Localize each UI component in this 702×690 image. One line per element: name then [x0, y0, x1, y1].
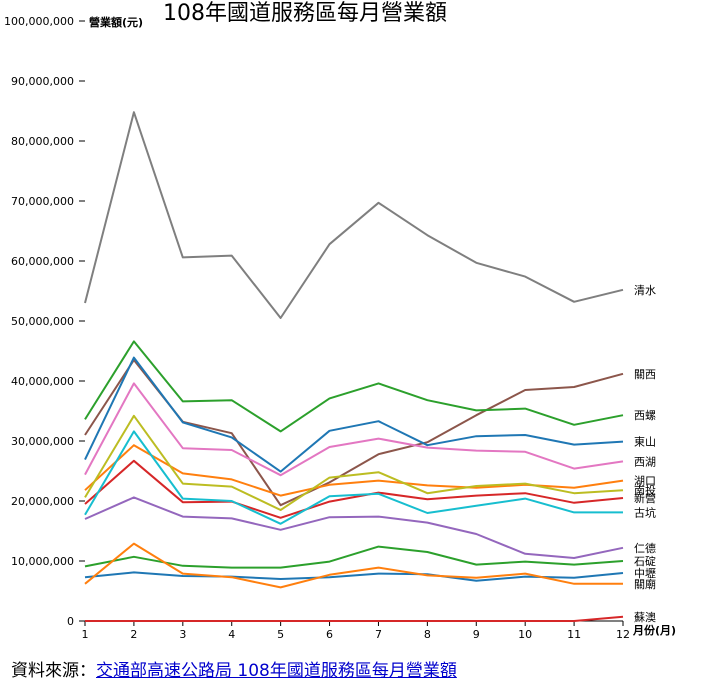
x-tick-label: 10	[518, 628, 532, 641]
x-tick-label: 8	[424, 628, 431, 641]
series-line	[85, 615, 624, 622]
y-tick-label: 70,000,000	[11, 195, 74, 208]
x-tick-label: 7	[375, 628, 382, 641]
series-label: 清水	[634, 284, 656, 297]
series-label: 仁德	[634, 541, 656, 555]
series-line	[84, 430, 623, 525]
series-line	[84, 571, 624, 582]
y-axis-title: 營業額(元)	[89, 15, 143, 29]
source-link[interactable]: 交通部高速公路局 108年國道服務區每月營業額	[96, 661, 457, 681]
x-tick-label: 6	[326, 628, 333, 641]
axes: 0 10,000,000 20,000,000 30,000,000 40,000,00…	[4, 15, 630, 641]
y-tick-label: 20,000,000	[11, 495, 74, 508]
x-tick-label: 1	[82, 628, 89, 641]
x-tick-label: 11	[567, 628, 581, 641]
series-line	[84, 414, 624, 511]
series-label: 石碇	[634, 554, 656, 568]
y-tick-label: 30,000,000	[11, 435, 74, 448]
series-label: 關西	[634, 368, 656, 381]
x-tick-label: 9	[473, 628, 480, 641]
series-label: 關廟	[634, 577, 656, 591]
series-lines	[84, 111, 624, 622]
series-label: 中壢	[634, 566, 656, 580]
y-tick-label: 60,000,000	[11, 255, 74, 268]
series-label: 新營	[634, 491, 656, 505]
y-tick-label: 80,000,000	[11, 135, 74, 148]
y-tick-label: 10,000,000	[11, 555, 74, 568]
series-line	[84, 545, 624, 569]
x-axis-title: 月份(月)	[632, 623, 676, 637]
series-line	[84, 111, 624, 319]
series-label: 湖口	[634, 475, 656, 488]
series-label: 西湖	[634, 455, 656, 468]
series-label: 古坑	[634, 505, 656, 519]
y-tick-label: 50,000,000	[11, 315, 74, 328]
series-line	[84, 542, 623, 589]
x-tick-label: 5	[277, 628, 284, 641]
series-line	[84, 459, 624, 519]
series-line	[84, 496, 624, 559]
series-line	[84, 340, 624, 433]
y-tick-label: 40,000,000	[11, 375, 74, 388]
series-label: 南投	[634, 483, 656, 497]
series-label: 東山	[634, 436, 656, 449]
series-label: 西螺	[634, 409, 656, 422]
line-chart: 108年國道服務區每月營業額 營業額(元) 月份(月) 0 10,000,000 2…	[4, 1, 676, 641]
x-tick-label: 3	[179, 628, 186, 641]
source-line: 資料來源：交通部高速公路局 108年國道服務區每月營業額	[11, 656, 457, 681]
x-tick-label: 2	[130, 628, 137, 641]
x-tick-label: 12	[616, 628, 630, 641]
x-tick-label: 4	[228, 628, 235, 641]
series-line	[84, 382, 624, 477]
y-tick-label: 100,000,000	[4, 15, 74, 28]
source-prefix: 資料來源：	[11, 661, 96, 681]
series-label: 蘇澳	[634, 611, 656, 624]
y-tick-label: 90,000,000	[11, 75, 74, 88]
y-tick-label: 0	[67, 615, 74, 628]
chart-title: 108年國道服務區每月營業額	[163, 1, 447, 26]
series-line	[84, 356, 624, 473]
